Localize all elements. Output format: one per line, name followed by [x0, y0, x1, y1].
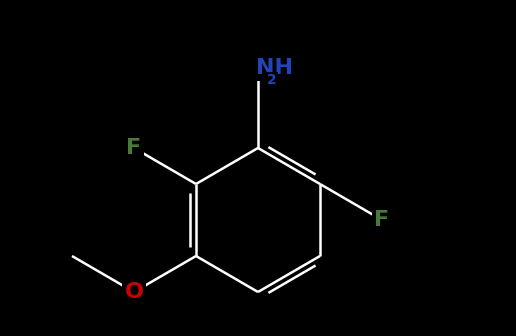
Text: F: F — [375, 210, 390, 230]
Text: F: F — [126, 138, 141, 158]
Text: O: O — [124, 282, 143, 302]
Text: NH: NH — [256, 58, 293, 78]
Text: 2: 2 — [267, 73, 277, 87]
